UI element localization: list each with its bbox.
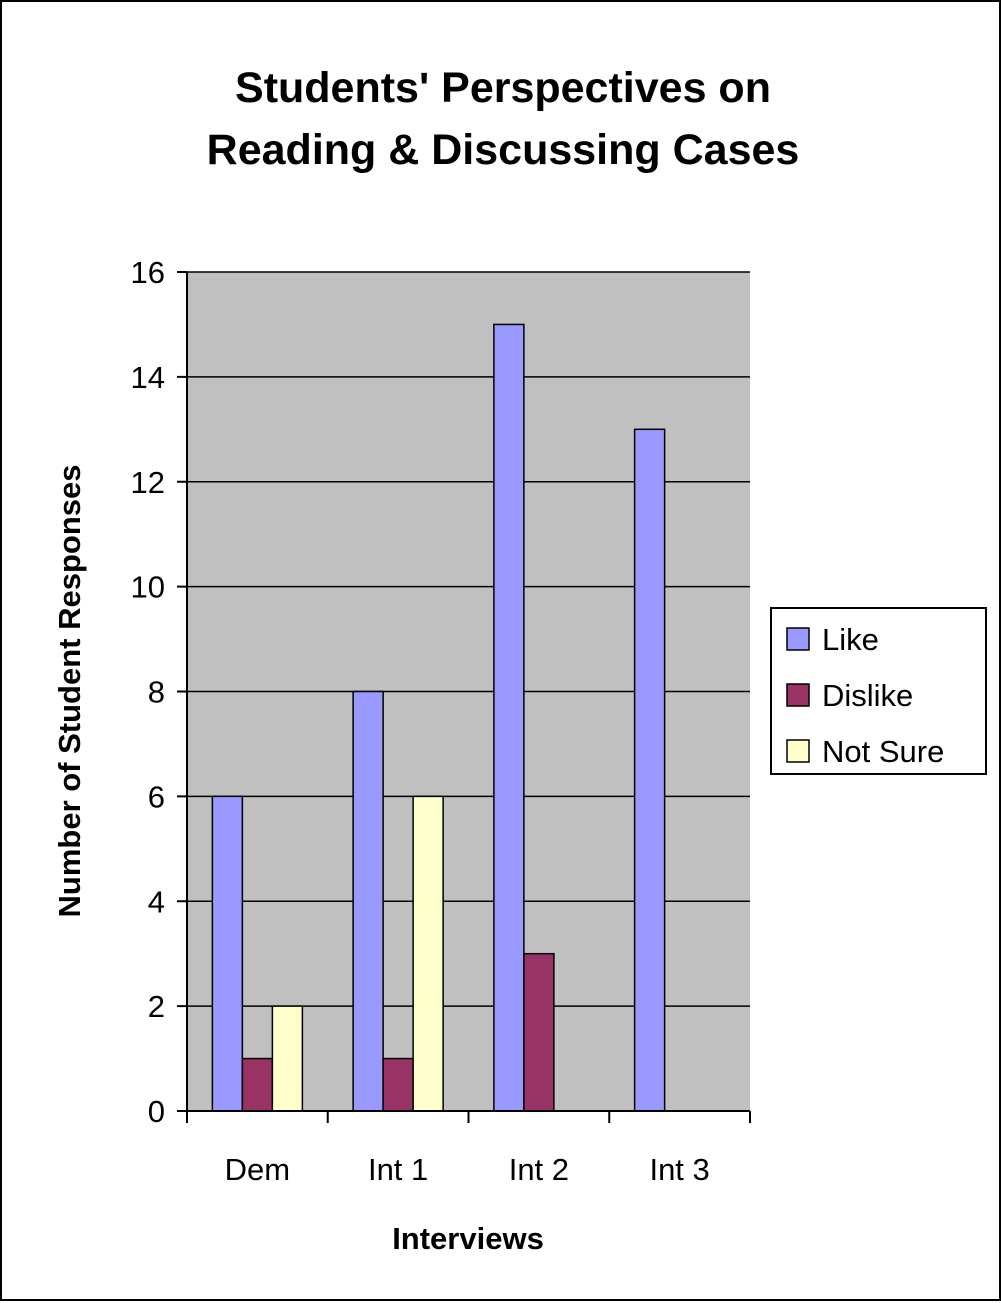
y-axis-title: Number of Student Responses [52,465,87,918]
bar [633,428,666,1112]
bar [271,1005,304,1112]
x-tick-label: Int 2 [509,1152,569,1187]
y-ticks: 0 2 4 6 8 10 12 14 16 [131,255,187,1129]
x-tick-label: Int 3 [649,1152,709,1187]
legend-swatch [786,739,810,763]
x-axis-title: Interviews [392,1221,544,1256]
y-tick-label: 4 [148,884,165,919]
bar [211,795,244,1112]
legend-label: Dislike [822,678,913,713]
y-tick-label: 8 [148,675,165,710]
y-tick-label: 10 [131,570,165,605]
y-tick-label: 0 [148,1094,165,1129]
bar [241,1057,274,1112]
legend-swatch [786,627,810,651]
legend-swatch [786,683,810,707]
legend-label: Like [822,622,879,657]
chart-title-line-1: Students' Perspectives on [235,64,771,112]
y-tick-label: 14 [131,360,165,395]
bar [352,690,384,1112]
legend: Like Dislike Not Sure [770,607,987,775]
bar [523,952,555,1112]
y-tick-label: 12 [131,465,165,500]
bar [382,1057,414,1112]
legend-label: Not Sure [822,734,944,769]
bars [211,323,666,1112]
chart-title-line-2: Reading & Discussing Cases [207,126,800,174]
y-tick-label: 16 [131,255,165,290]
y-tick-label: 6 [148,779,165,814]
x-ticks: Dem Int 1 Int 2 Int 3 [186,1111,751,1187]
x-tick-label: Int 1 [368,1152,428,1187]
bar [412,795,444,1112]
bar [493,323,525,1112]
x-tick-label: Dem [225,1152,290,1187]
y-tick-label: 2 [148,989,165,1024]
